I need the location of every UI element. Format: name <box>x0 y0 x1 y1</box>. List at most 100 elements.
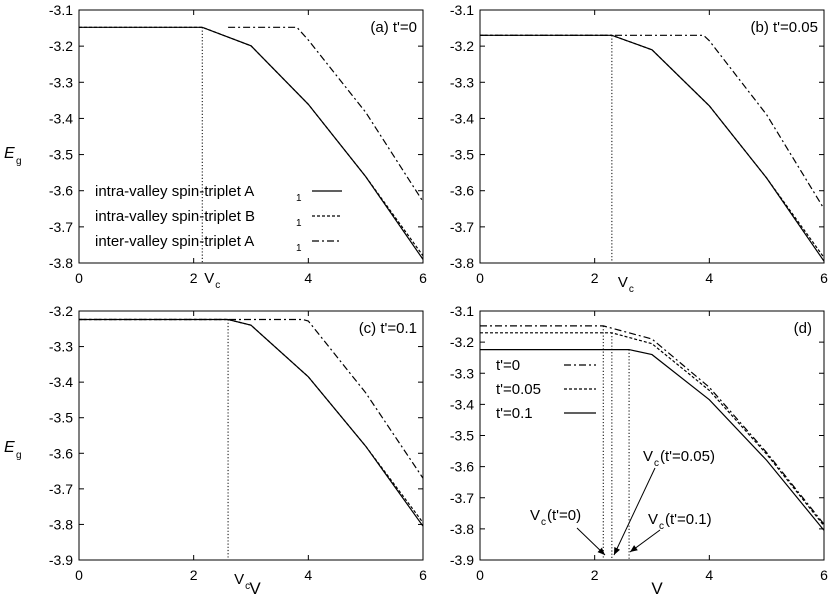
panel-label: (b) t'=0.05 <box>751 19 819 36</box>
vc-annotation-suffix: (t'=0.05) <box>660 448 715 465</box>
panel-d: -3.1 -3.2 -3.3 -3.4 -3.5 -3.6 -3.7 -3.8 -3.90 2 4 6… <box>450 303 828 598</box>
series-line-dashed <box>79 26 424 257</box>
vc-axis-label: V <box>204 270 214 287</box>
legend-label: intra-valley spin-triplet B <box>95 208 255 225</box>
y-tick-label: -3.7 <box>450 490 474 506</box>
legend-label: intra-valley spin-triplet A <box>95 183 254 200</box>
series-line-tprime-2 <box>480 349 825 531</box>
series-line-tprime-1 <box>480 332 825 527</box>
y-tick-label: -3.9 <box>49 552 73 568</box>
x-tick-label: 2 <box>190 270 198 286</box>
y-tick-label: -3.3 <box>49 74 73 90</box>
y-axis-label-bottom: E g <box>4 439 22 461</box>
y-tick-label: -3.5 <box>450 428 474 444</box>
y-tick-label: -3.7 <box>49 219 73 235</box>
x-tick-label: 4 <box>304 567 312 583</box>
y-axis-label-top: E g <box>4 145 22 167</box>
y-tick-label: -3.3 <box>450 74 474 90</box>
x-tick-label: 6 <box>820 270 828 286</box>
legend-label: t'=0 <box>496 357 520 374</box>
x-tick-label: 4 <box>304 270 312 286</box>
y-axis-label-main: E <box>4 145 15 162</box>
x-tick-label: 6 <box>419 567 427 583</box>
y-tick-label: -3.7 <box>450 219 474 235</box>
panel-label: (a) t'=0 <box>370 19 417 36</box>
legend-label: inter-valley spin-triplet A <box>95 233 254 250</box>
y-axis-label-main: E <box>4 439 15 456</box>
series-line-dashed <box>79 318 424 523</box>
x-tick-label: 6 <box>419 270 427 286</box>
vc-annotation-sub: c <box>541 517 546 528</box>
legend-label-sub: 1 <box>296 193 302 204</box>
x-tick-label: 0 <box>476 567 484 583</box>
x-tick-label: 2 <box>591 270 599 286</box>
y-tick-label: -3.3 <box>450 365 474 381</box>
y-tick-label: -3.1 <box>450 2 474 18</box>
y-tick-label: -3.4 <box>49 374 73 390</box>
x-tick-label: 2 <box>190 567 198 583</box>
y-tick-label: -3.6 <box>49 183 73 199</box>
plot-frame <box>78 310 424 561</box>
annotation-arrow-shaft <box>613 467 656 556</box>
series-line-dashdot <box>228 26 424 202</box>
series-line-dashdot <box>79 318 424 479</box>
vc-axis-label-sub: c <box>215 280 220 291</box>
vc-annotation-suffix: (t'=0) <box>547 507 581 524</box>
x-tick-label: 2 <box>591 567 599 583</box>
y-tick-label: -3.6 <box>450 459 474 475</box>
y-tick-label: -3.2 <box>450 38 474 54</box>
y-tick-label: -3.2 <box>49 303 73 319</box>
y-tick-label: -3.1 <box>450 303 474 319</box>
y-tick-label: -3.2 <box>450 334 474 350</box>
y-tick-label: -3.6 <box>49 445 73 461</box>
legend-label-sub: 1 <box>296 243 302 254</box>
y-tick-label: -3.4 <box>450 110 474 126</box>
vc-annotation-suffix: (t'=0.1) <box>665 511 712 528</box>
series-line-tprime-0 <box>480 325 825 525</box>
x-tick-label: 6 <box>820 567 828 583</box>
y-tick-label: -3.5 <box>450 147 474 163</box>
y-tick-label: -3.8 <box>49 516 73 532</box>
y-tick-label: -3.4 <box>49 110 73 126</box>
vc-axis-label: V <box>618 274 628 291</box>
vc-annotation: V <box>643 448 653 465</box>
panel-c: -3.2 -3.3 -3.4 -3.5 -3.6 -3.7 -3.8 -3.90 2 4 6 (c) … <box>49 303 427 598</box>
legend-label-sub: 1 <box>296 218 302 229</box>
y-tick-label: -3.3 <box>49 339 73 355</box>
y-tick-label: -3.5 <box>49 147 73 163</box>
annotation-arrow-head <box>614 547 620 555</box>
y-tick-label: -3.2 <box>49 38 73 54</box>
x-axis-label: V <box>651 579 663 598</box>
annotation-arrow-head <box>597 547 605 555</box>
y-tick-label: -3.7 <box>49 481 73 497</box>
x-tick-label: 0 <box>75 567 83 583</box>
x-axis-label: V <box>249 579 261 598</box>
x-tick-label: 0 <box>476 270 484 286</box>
y-tick-label: -3.6 <box>450 183 474 199</box>
legend-label: t'=0.05 <box>496 381 541 398</box>
y-tick-label: -3.8 <box>450 521 474 537</box>
plot-frame <box>78 9 424 264</box>
annotation-arrow-head <box>630 545 638 552</box>
series-line-solid <box>480 34 825 262</box>
vc-axis-label: V <box>234 571 244 588</box>
y-axis-label-sub: g <box>16 450 22 461</box>
panel-a: -3.1 -3.2 -3.3 -3.4 -3.5 -3.6 -3.7 -3.80 2 4 6 (a) … <box>49 2 427 291</box>
vc-annotation-sub: c <box>654 458 659 469</box>
y-tick-label: -3.9 <box>450 552 474 568</box>
x-tick-label: 4 <box>705 567 713 583</box>
y-tick-label: -3.8 <box>450 255 474 271</box>
panel-b: -3.1 -3.2 -3.3 -3.4 -3.5 -3.6 -3.7 -3.80 2 4 6 (b) … <box>450 2 828 295</box>
panel-label: (d) <box>794 320 812 337</box>
x-tick-label: 0 <box>75 270 83 286</box>
y-tick-label: -3.5 <box>49 410 73 426</box>
series-line-dashed <box>480 34 825 258</box>
plot-frame <box>479 9 825 264</box>
vc-annotation: V <box>648 511 658 528</box>
vc-annotation: V <box>530 507 540 524</box>
y-tick-label: -3.4 <box>450 396 474 412</box>
vc-axis-label-sub: c <box>629 284 634 295</box>
vc-axis-label-sub: c <box>245 581 250 592</box>
y-tick-label: -3.1 <box>49 2 73 18</box>
